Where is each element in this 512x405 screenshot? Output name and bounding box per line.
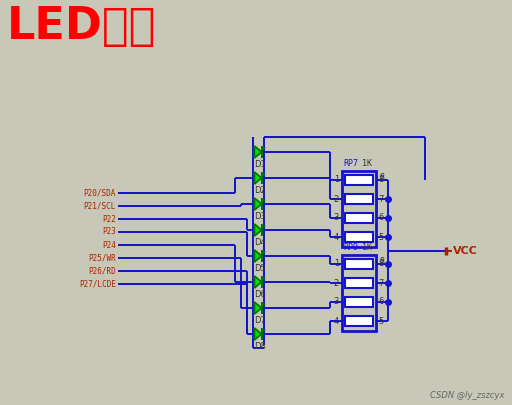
Text: RP7: RP7: [343, 158, 358, 168]
Text: D6: D6: [254, 290, 266, 299]
Bar: [345, 175, 373, 185]
Text: D5: D5: [254, 264, 266, 273]
Text: D2: D2: [254, 186, 266, 195]
Text: 1K: 1K: [362, 158, 372, 168]
Text: 8: 8: [379, 256, 384, 266]
Text: 7: 7: [378, 279, 383, 288]
Text: RP9: RP9: [343, 243, 358, 252]
Polygon shape: [254, 302, 262, 314]
Bar: [345, 297, 373, 307]
Polygon shape: [254, 198, 262, 210]
Bar: [342, 254, 376, 330]
Text: D1: D1: [254, 160, 266, 169]
Text: 6: 6: [378, 213, 383, 222]
Text: D4: D4: [254, 238, 266, 247]
Text: 1K: 1K: [362, 243, 372, 252]
Text: P24: P24: [102, 241, 116, 249]
Text: 3: 3: [334, 298, 339, 307]
Polygon shape: [254, 224, 262, 236]
Text: D3: D3: [254, 212, 266, 221]
Text: CSDN @ly_zszcyx: CSDN @ly_zszcyx: [431, 391, 505, 400]
Text: P22: P22: [102, 215, 116, 224]
Text: P27/LCDE: P27/LCDE: [79, 279, 116, 288]
Polygon shape: [254, 250, 262, 262]
Text: 8: 8: [378, 260, 383, 269]
Text: P20/SDA: P20/SDA: [83, 188, 116, 198]
Text: 8: 8: [379, 173, 384, 181]
Text: P23: P23: [102, 228, 116, 237]
Text: 7: 7: [378, 194, 383, 203]
Text: D7: D7: [254, 316, 266, 325]
Text: 3: 3: [334, 213, 339, 222]
Bar: [345, 316, 373, 326]
Polygon shape: [254, 328, 262, 340]
Text: P26/RD: P26/RD: [88, 266, 116, 275]
Text: D8: D8: [254, 342, 266, 351]
Text: 5: 5: [378, 232, 383, 241]
Text: P25/WR: P25/WR: [88, 254, 116, 262]
Bar: [345, 213, 373, 223]
Bar: [345, 232, 373, 242]
Text: 1: 1: [334, 175, 339, 185]
Text: P21/SCL: P21/SCL: [83, 202, 116, 211]
Text: 4: 4: [334, 232, 339, 241]
Text: 2: 2: [334, 194, 339, 203]
Polygon shape: [254, 276, 262, 288]
Polygon shape: [254, 146, 262, 158]
Bar: [342, 171, 376, 247]
Text: VCC: VCC: [453, 245, 478, 256]
Text: 8: 8: [378, 175, 383, 185]
Text: 4: 4: [334, 316, 339, 326]
Bar: [345, 194, 373, 204]
Bar: [345, 259, 373, 269]
Text: LED模块: LED模块: [7, 5, 156, 48]
Polygon shape: [254, 172, 262, 184]
Text: 1: 1: [334, 260, 339, 269]
Text: 6: 6: [378, 298, 383, 307]
Text: 5: 5: [378, 316, 383, 326]
Bar: [345, 278, 373, 288]
Text: 2: 2: [334, 279, 339, 288]
